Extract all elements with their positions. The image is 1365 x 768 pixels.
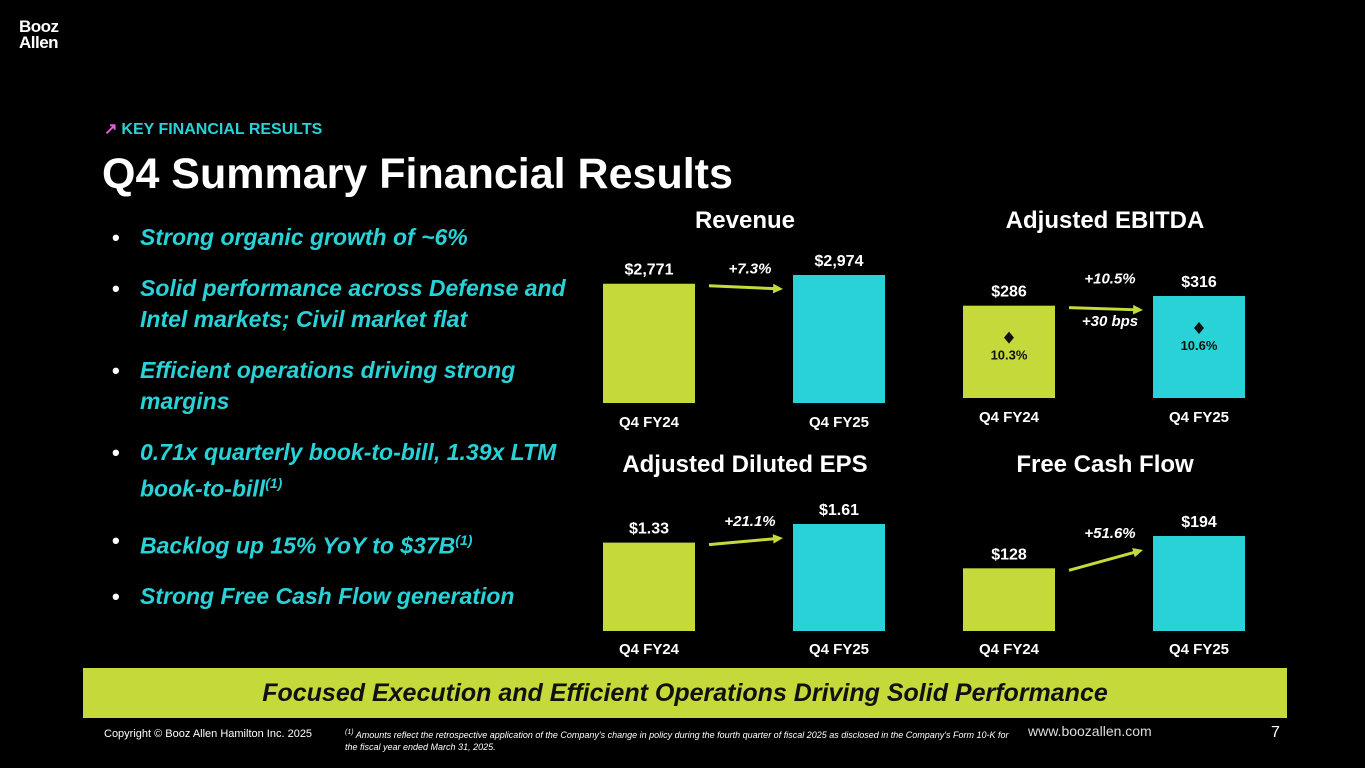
summary-banner: Focused Execution and Efficient Operatio… xyxy=(83,668,1287,718)
bar-fy24 xyxy=(963,568,1055,631)
arrow-up-right-icon: ↗ xyxy=(104,121,118,138)
margin-diamond-icon xyxy=(1004,331,1014,344)
logo-line-2: Allen xyxy=(19,33,59,52)
category-label: Q4 FY24 xyxy=(619,641,680,658)
bar-fy25 xyxy=(793,275,885,403)
chart-title: Revenue xyxy=(695,207,795,234)
margin-label: 10.6% xyxy=(1181,338,1218,353)
growth-label: +51.6% xyxy=(1084,525,1135,542)
bullet-text: Strong Free Cash Flow generation xyxy=(140,583,515,610)
category-label: Q4 FY25 xyxy=(809,414,869,431)
growth-label: +10.5% xyxy=(1084,271,1135,288)
chart-title: Adjusted EBITDA xyxy=(1006,207,1205,234)
bar-fy25 xyxy=(1153,536,1245,631)
bullet-item: Efficient operations driving strong marg… xyxy=(110,355,580,417)
bar-value-label: $1.61 xyxy=(819,502,859,519)
chart-title: Adjusted Diluted EPS xyxy=(622,451,867,478)
category-label: Q4 FY24 xyxy=(619,414,680,431)
footnote-mark: (1) xyxy=(345,729,354,736)
bullet-item: Strong Free Cash Flow generation xyxy=(110,581,580,612)
bullet-text: Efficient operations driving strong marg… xyxy=(140,357,516,414)
bar-value-label: $316 xyxy=(1181,274,1217,291)
page-number: 7 xyxy=(1271,724,1280,741)
footnote-ref: (1) xyxy=(265,475,283,491)
page-title: Q4 Summary Financial Results xyxy=(102,150,733,198)
bar-fy25 xyxy=(1153,296,1245,398)
section-tag: ↗ KEY FINANCIAL RESULTS xyxy=(104,119,322,139)
bullet-text: Backlog up 15% YoY to $37B xyxy=(140,532,456,559)
bullet-item: 0.71x quarterly book-to-bill, 1.39x LTM … xyxy=(110,437,580,505)
growth-arrow-head xyxy=(1132,304,1143,315)
website-link[interactable]: www.boozallen.com xyxy=(1028,723,1152,739)
growth-arrow-line xyxy=(708,284,778,291)
growth-arrow-line xyxy=(708,537,778,547)
category-label: Q4 FY24 xyxy=(979,641,1040,658)
bullet-text: 0.71x quarterly book-to-bill, 1.39x LTM … xyxy=(140,439,557,502)
margin-diamond-icon xyxy=(1194,322,1204,334)
bullet-item: Solid performance across Defense and Int… xyxy=(110,273,580,335)
footnote-text: Amounts reflect the retrospective applic… xyxy=(345,730,1009,752)
growth-arrow-head xyxy=(1132,548,1143,558)
growth-arrow-head xyxy=(772,283,783,294)
highlights-list: Strong organic growth of ~6% Solid perfo… xyxy=(110,222,580,632)
bullet-text: Solid performance across Defense and Int… xyxy=(140,275,566,332)
growth-label: +7.3% xyxy=(729,261,772,278)
growth-arrow-line xyxy=(1068,550,1138,572)
bar-fy25 xyxy=(793,524,885,631)
category-label: Q4 FY24 xyxy=(979,409,1040,426)
copyright: Copyright © Booz Allen Hamilton Inc. 202… xyxy=(104,728,313,740)
bar-value-label: $128 xyxy=(991,546,1027,563)
logo-line-1: Booz xyxy=(19,17,59,36)
margin-label: 10.3% xyxy=(991,348,1028,363)
booz-allen-logo: Booz Allen xyxy=(19,17,59,52)
bar-value-label: $194 xyxy=(1181,514,1217,531)
margin-change-label: +30 bps xyxy=(1082,313,1138,330)
bullet-item: Backlog up 15% YoY to $37B(1) xyxy=(110,525,580,562)
category-label: Q4 FY25 xyxy=(809,641,869,658)
bullet-item: Strong organic growth of ~6% xyxy=(110,222,580,253)
category-label: Q4 FY25 xyxy=(1169,641,1229,658)
bar-value-label: $1.33 xyxy=(629,521,669,538)
bar-fy24 xyxy=(603,542,695,631)
footnote: (1) Amounts reflect the retrospective ap… xyxy=(345,727,1015,753)
bar-value-label: $286 xyxy=(991,284,1027,301)
bar-fy24 xyxy=(963,305,1055,398)
growth-arrow-line xyxy=(1068,306,1138,312)
bullet-text: Strong organic growth of ~6% xyxy=(140,224,468,250)
bar-fy24 xyxy=(603,283,695,403)
growth-arrow-head xyxy=(772,534,783,544)
bar-value-label: $2,771 xyxy=(625,262,674,279)
section-tag-label: KEY FINANCIAL RESULTS xyxy=(121,121,323,138)
growth-label: +21.1% xyxy=(724,513,775,530)
bar-value-label: $2,974 xyxy=(815,253,864,270)
chart-title: Free Cash Flow xyxy=(1016,451,1194,478)
footnote-ref: (1) xyxy=(455,531,473,548)
category-label: Q4 FY25 xyxy=(1169,409,1229,426)
